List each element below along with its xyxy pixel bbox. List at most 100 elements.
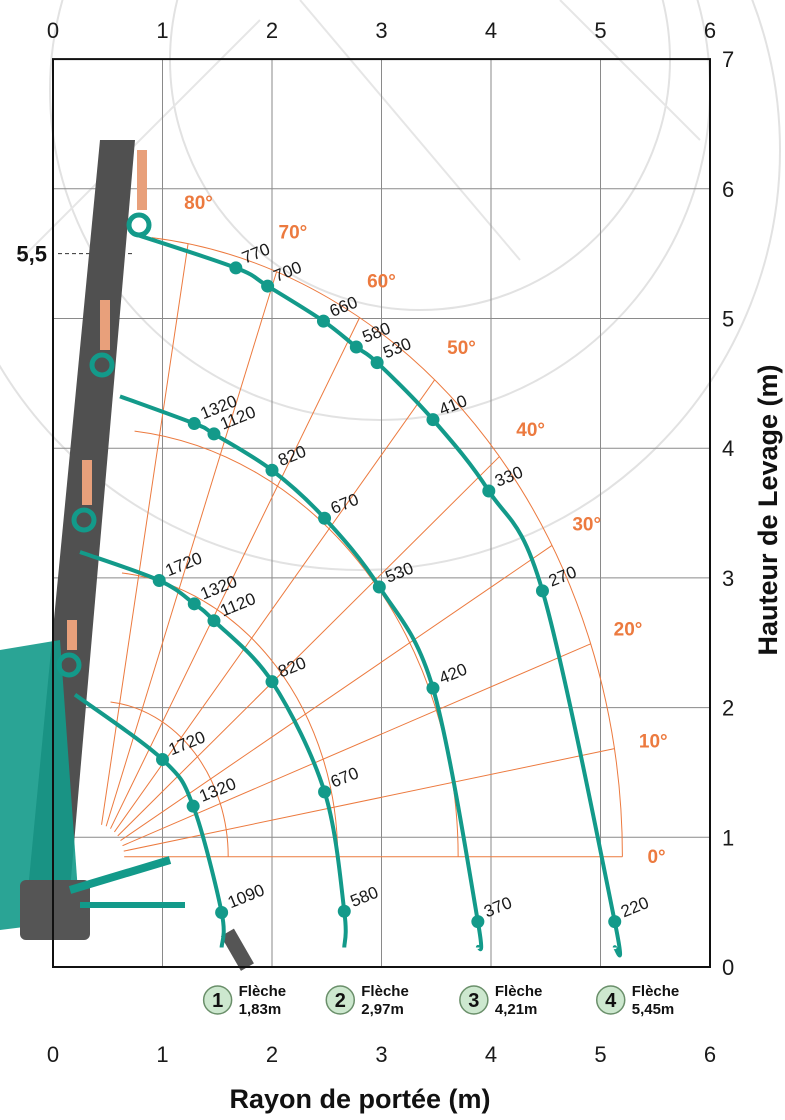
angle-arc xyxy=(151,237,623,857)
data-label: 270 xyxy=(546,562,579,590)
x-tick-label: 1 xyxy=(156,1042,168,1067)
data-label: 700 xyxy=(271,258,304,286)
x-tick-label-top: 6 xyxy=(704,18,716,43)
y-tick-label: 6 xyxy=(722,177,734,202)
x-axis-title: Rayon de portée (m) xyxy=(229,1084,490,1114)
y-tick-label: 0 xyxy=(722,955,734,980)
data-point xyxy=(187,597,201,611)
hook-icon xyxy=(89,352,115,378)
angle-label: 20° xyxy=(614,620,643,641)
sketch-line xyxy=(299,0,521,261)
x-tick-label: 0 xyxy=(47,1042,59,1067)
data-point xyxy=(215,906,229,920)
angle-line xyxy=(105,271,278,827)
data-point xyxy=(482,484,496,498)
x-tick-label-top: 3 xyxy=(375,18,387,43)
x-tick-label-top: 1 xyxy=(156,18,168,43)
load-curves: 1720132010901720132011208206705801320112… xyxy=(73,232,652,958)
boom-name: Flèche xyxy=(361,983,409,1000)
data-point xyxy=(152,573,166,587)
y-tick-label: 5 xyxy=(722,307,734,332)
hook-icon xyxy=(126,212,152,238)
series-line xyxy=(119,394,484,952)
y-axis-title: Hauteur de Levage (m) xyxy=(753,364,783,655)
data-point xyxy=(229,261,243,275)
data-point xyxy=(207,614,221,628)
data-label: 220 xyxy=(618,893,651,921)
data-point xyxy=(608,915,622,929)
angle-label: 60° xyxy=(367,272,396,293)
data-point xyxy=(349,340,363,354)
data-label: 820 xyxy=(275,653,308,681)
boom-name: Flèche xyxy=(632,983,680,1000)
data-label: 770 xyxy=(239,239,272,267)
y-tick-label: 1 xyxy=(722,825,734,850)
boom-number: 2 xyxy=(335,990,346,1012)
data-label: 1090 xyxy=(225,880,267,912)
data-point xyxy=(372,580,386,594)
sketch-line xyxy=(559,0,701,141)
data-point xyxy=(370,356,384,370)
outrigger xyxy=(68,856,172,894)
boom-number: 1 xyxy=(212,990,223,1012)
y-tick-label: 3 xyxy=(722,566,734,591)
boom-number-badge xyxy=(595,985,626,1015)
data-label: 670 xyxy=(328,763,361,791)
boom-number: 3 xyxy=(468,990,479,1012)
data-label: 660 xyxy=(327,293,360,321)
boom-name: Flèche xyxy=(239,983,287,1000)
boom-length: 4,21m xyxy=(495,1001,538,1018)
hook-cable xyxy=(82,460,92,505)
boom-number-badge xyxy=(325,985,356,1015)
angle-line xyxy=(110,317,361,829)
angle-line xyxy=(122,643,591,847)
data-point xyxy=(316,314,330,328)
data-point xyxy=(426,413,440,427)
plot-frame xyxy=(52,58,711,969)
hook-icon xyxy=(71,507,97,533)
data-point xyxy=(535,584,549,598)
data-label: 670 xyxy=(328,490,361,518)
angle-arc xyxy=(134,430,459,857)
hook-cable xyxy=(67,620,77,650)
angle-line xyxy=(101,243,189,825)
angle-label: 70° xyxy=(279,223,308,244)
data-label: 580 xyxy=(348,883,381,911)
angle-guides: 0° 10° 20° 30° 40° 50° 60° 70° 80° xyxy=(101,193,668,868)
sketch-arc xyxy=(0,0,781,571)
boom-name: Flèche xyxy=(495,983,543,1000)
data-label: 420 xyxy=(436,660,469,688)
x-tick-label-top: 5 xyxy=(594,18,606,43)
series-line xyxy=(79,550,348,948)
x-tick-label: 3 xyxy=(375,1042,387,1067)
angle-label: 0° xyxy=(647,847,665,868)
angle-arc xyxy=(110,701,229,857)
x-tick-label: 5 xyxy=(594,1042,606,1067)
data-point xyxy=(318,511,332,525)
angle-label: 40° xyxy=(516,420,545,441)
hook-icon xyxy=(56,652,82,678)
angle-line xyxy=(117,456,500,837)
hook-cable xyxy=(137,150,147,210)
x-tick-label-top: 2 xyxy=(266,18,278,43)
angle-label: 10° xyxy=(639,731,668,752)
angle-label: 80° xyxy=(184,193,213,214)
angle-label: 50° xyxy=(447,338,476,359)
y-tick-label: 4 xyxy=(722,436,734,461)
x-tick-label: 6 xyxy=(704,1042,716,1067)
data-point xyxy=(156,752,169,766)
angle-line xyxy=(123,748,615,852)
outrigger-foot xyxy=(220,928,254,971)
angle-line xyxy=(120,545,553,841)
y-tick-label: 2 xyxy=(722,696,734,721)
y-tick-label: 7 xyxy=(722,47,734,72)
data-point xyxy=(265,463,279,477)
data-label: 820 xyxy=(275,442,308,470)
boom-number-badge xyxy=(459,985,489,1015)
hook-cable xyxy=(100,300,110,350)
data-point xyxy=(207,427,221,441)
data-point xyxy=(471,915,485,929)
